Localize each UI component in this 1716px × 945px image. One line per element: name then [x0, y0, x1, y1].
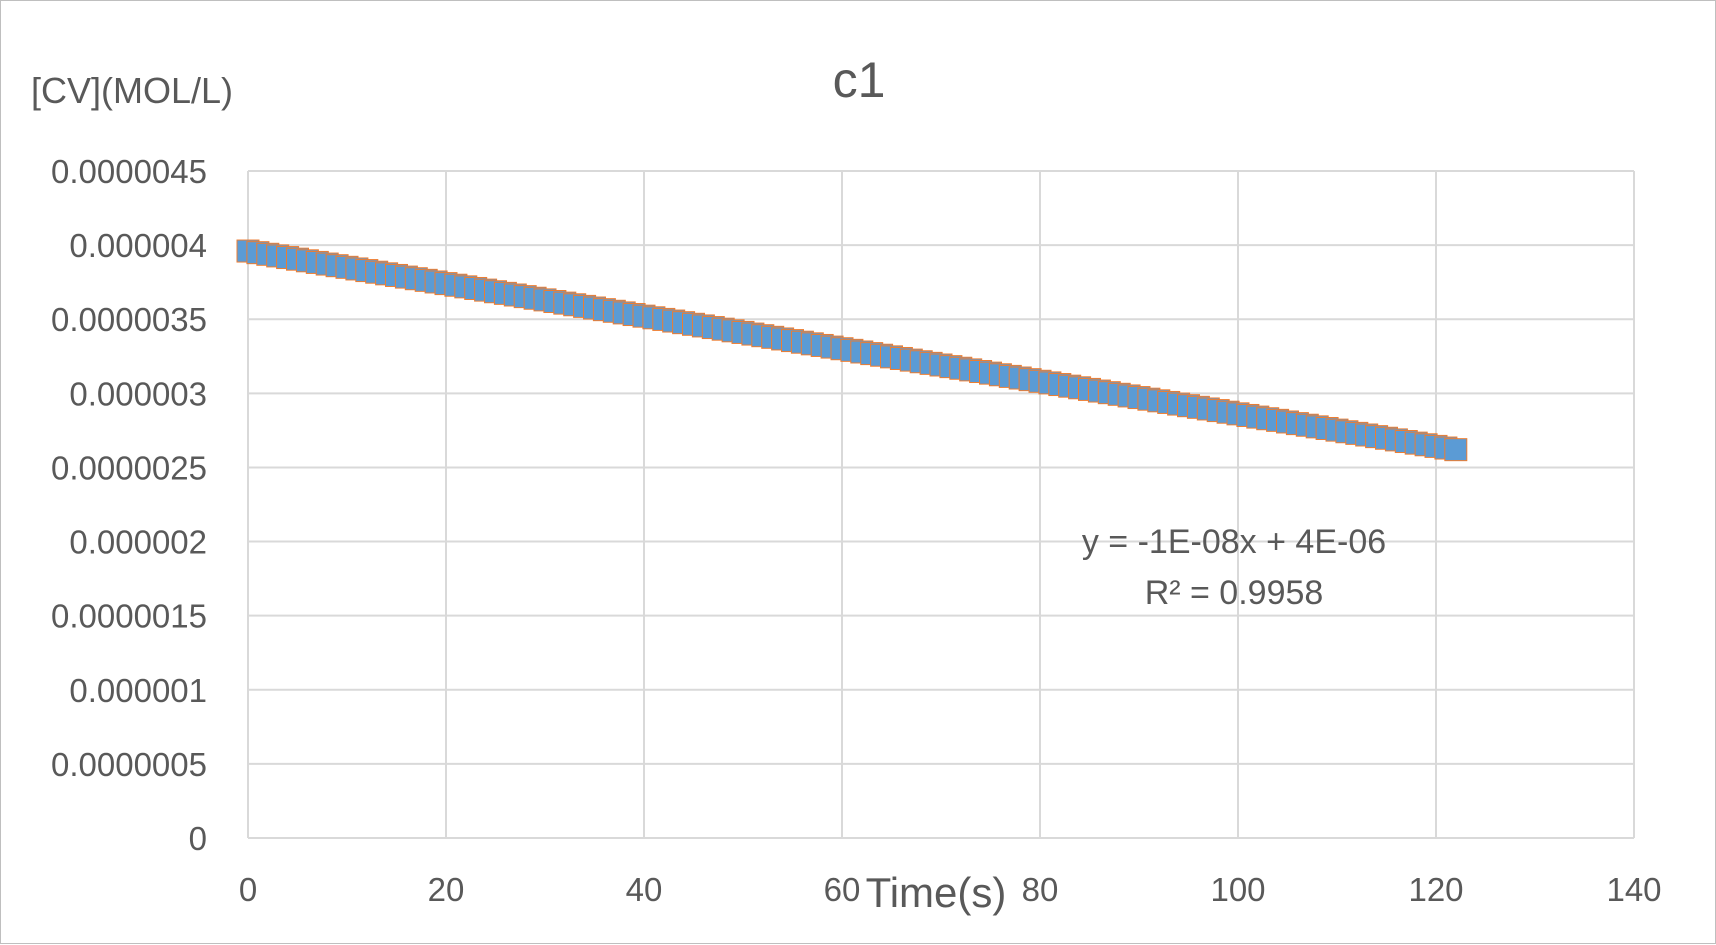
x-tick-label: 100: [1210, 871, 1265, 908]
x-tick-label: 0: [239, 871, 257, 908]
x-tick-label: 60: [824, 871, 861, 908]
chart-title: c1: [833, 52, 886, 108]
x-tick-label: 140: [1606, 871, 1661, 908]
x-tick-label: 80: [1022, 871, 1059, 908]
x-tick-label: 20: [428, 871, 465, 908]
tick-layer: 0 0.0000005 0.000001 0.0000015 0.000002 0.000…: [51, 153, 1662, 908]
y-tick-label: 0.0000005: [51, 746, 207, 783]
y-tick-label: 0.000001: [69, 672, 207, 709]
y-tick-label: 0.000003: [69, 375, 207, 412]
y-tick-label: 0.000004: [69, 227, 207, 264]
y-tick-label: 0.0000025: [51, 449, 207, 486]
y-tick-label: 0.0000015: [51, 598, 207, 635]
y-axis-label: [CV](MOL/L): [31, 70, 233, 111]
y-tick-label: 0.0000035: [51, 301, 207, 338]
x-axis-label: Time(s): [866, 869, 1007, 916]
grid-layer: [247, 170, 1635, 839]
x-tick-label: 40: [626, 871, 663, 908]
series-layer: [236, 239, 1468, 462]
data-point: [1444, 438, 1468, 462]
trendline-r-squared: R² = 0.9958: [1145, 574, 1324, 612]
y-tick-label: 0.0000045: [51, 153, 207, 190]
y-tick-label: 0.000002: [69, 524, 207, 561]
x-tick-label: 120: [1408, 871, 1463, 908]
trendline-equation: y = -1E-08x + 4E-06: [1082, 523, 1386, 561]
y-tick-label: 0: [189, 820, 207, 857]
